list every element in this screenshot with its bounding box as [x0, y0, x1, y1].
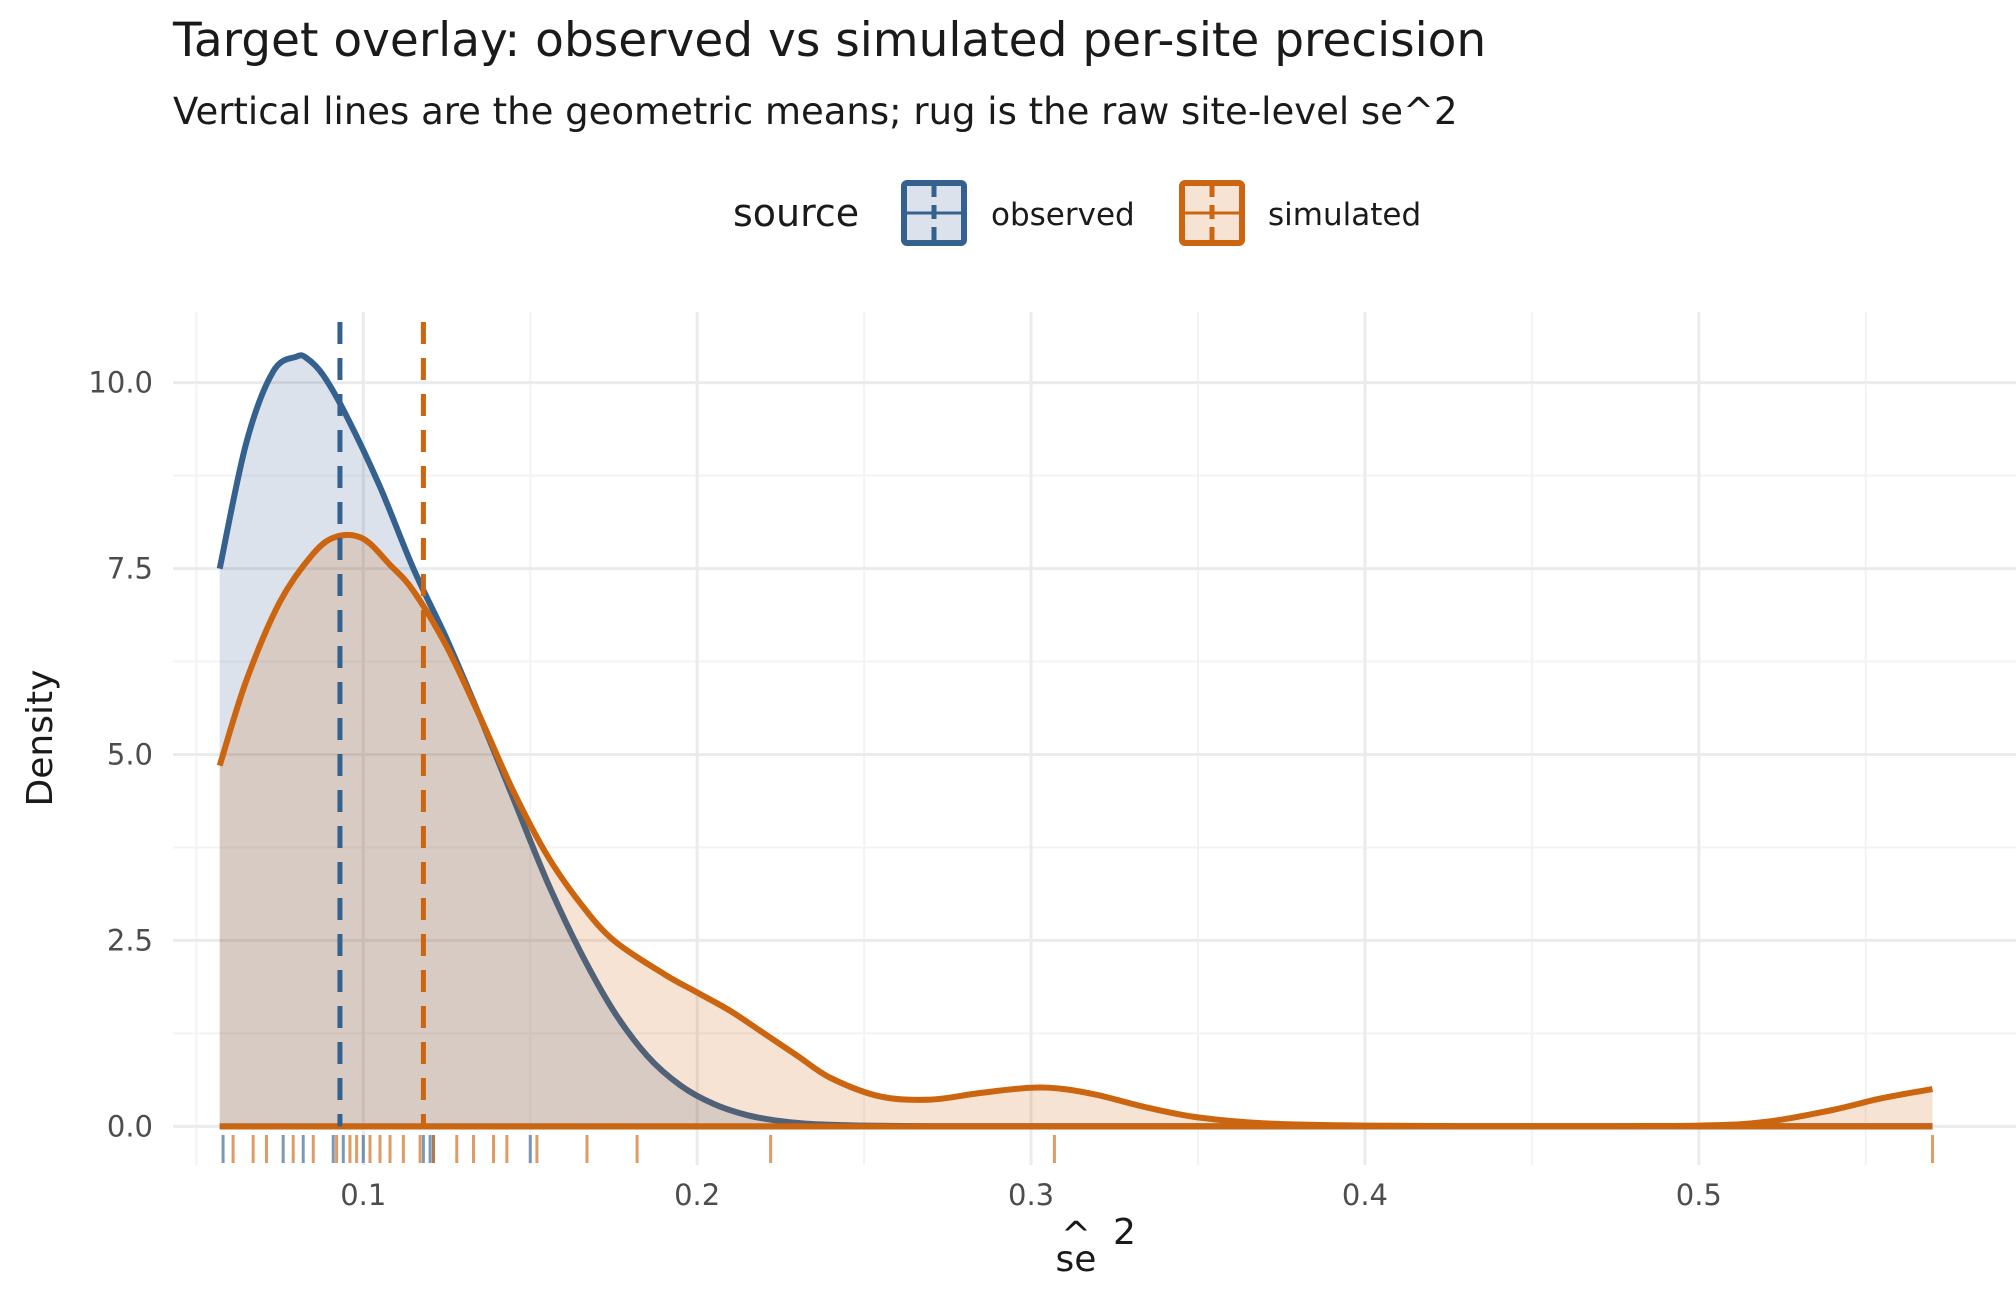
density-fill-observed: [219, 355, 1933, 1127]
x-tick-label-4: 0.5: [1676, 1178, 1722, 1212]
y-tick-label-2: 5.0: [107, 737, 153, 771]
legend: source observed simulated: [733, 180, 1421, 246]
x-tick-label-1: 0.2: [674, 1178, 720, 1212]
x-tick-label-3: 0.4: [1342, 1178, 1388, 1212]
x-axis-title: ^ se 2: [1056, 1212, 1136, 1280]
y-tick-label-1: 2.5: [107, 923, 153, 957]
legend-label-observed: observed: [991, 197, 1135, 233]
y-axis-title: Density: [20, 670, 61, 807]
chart-title: Target overlay: observed vs simulated pe…: [172, 13, 1486, 68]
density-areas: [216, 352, 1934, 1130]
chart-subtitle: Vertical lines are the geometric means; …: [173, 90, 1458, 133]
x-tick-labels: 0.1 0.2 0.3 0.4 0.5: [340, 1178, 1722, 1212]
geometric-mean-lines: [337, 322, 426, 1127]
x-axis-title-superscript: 2: [1113, 1212, 1136, 1253]
legend-key-observed: [901, 180, 967, 246]
y-tick-label-0: 0.0: [107, 1109, 153, 1143]
legend-title: source: [733, 191, 859, 235]
x-axis-title-hat: ^: [1061, 1215, 1091, 1256]
x-tick-label-0: 0.1: [340, 1178, 386, 1212]
y-tick-label-4: 10.0: [88, 366, 153, 400]
legend-key-simulated: [1179, 180, 1245, 246]
x-tick-label-2: 0.3: [1008, 1178, 1054, 1212]
legend-label-simulated: simulated: [1268, 197, 1421, 233]
y-tick-label-3: 7.5: [107, 552, 153, 586]
y-tick-labels: 0.0 2.5 5.0 7.5 10.0: [88, 366, 153, 1144]
rug-marks: [221, 1135, 1935, 1163]
density-fill-simulated: [219, 534, 1933, 1127]
x-axis-title-base: se: [1056, 1239, 1097, 1280]
grid: [173, 312, 2016, 1165]
